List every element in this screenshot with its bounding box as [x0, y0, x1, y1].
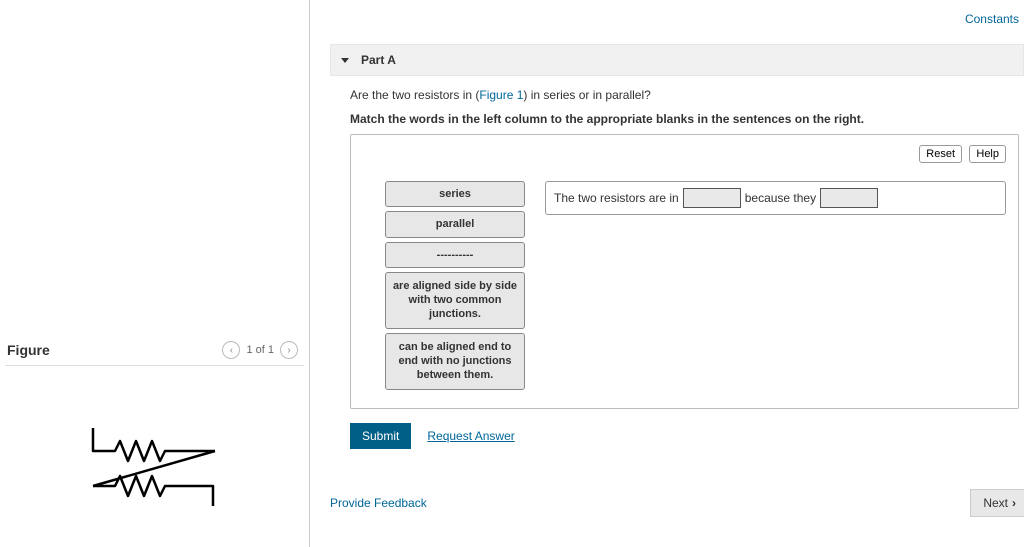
question-text: Are the two resistors in (Figure 1) in s… — [350, 88, 1024, 102]
pager-next-button[interactable]: › — [280, 341, 298, 359]
submit-button[interactable]: Submit — [350, 423, 411, 449]
submit-row: Submit Request Answer — [350, 423, 1024, 449]
part-title: Part A — [361, 53, 396, 67]
question-suffix: ) in series or in parallel? — [523, 88, 650, 102]
word-item[interactable]: can be aligned end to end with no juncti… — [385, 333, 525, 390]
word-item[interactable]: series — [385, 181, 525, 207]
sentence-box: The two resistors are in because they — [545, 181, 1006, 215]
figure-header: Figure ‹ 1 of 1 › — [5, 335, 304, 366]
resistor-circuit-icon — [85, 426, 225, 516]
sentence-area: The two resistors are in because they — [545, 181, 1006, 215]
main-panel: Constants Part A Are the two resistors i… — [310, 0, 1024, 547]
answer-area: Reset Help series parallel ---------- ar… — [350, 134, 1019, 409]
constants-row: Constants — [310, 0, 1024, 44]
provide-feedback-link[interactable]: Provide Feedback — [330, 496, 427, 510]
word-bank: series parallel ---------- are aligned s… — [385, 181, 525, 390]
reset-button[interactable]: Reset — [919, 145, 962, 163]
word-item[interactable]: parallel — [385, 211, 525, 237]
caret-down-icon — [341, 58, 349, 63]
word-item[interactable]: ---------- — [385, 242, 525, 268]
figure-link[interactable]: Figure 1 — [479, 88, 523, 102]
part-header[interactable]: Part A — [330, 44, 1024, 76]
next-button[interactable]: Next › — [970, 489, 1024, 517]
feedback-row: Provide Feedback Next › — [330, 489, 1024, 517]
pager-count: 1 of 1 — [246, 344, 274, 356]
request-answer-link[interactable]: Request Answer — [427, 429, 514, 443]
question-prefix: Are the two resistors in ( — [350, 88, 479, 102]
instruction-text: Match the words in the left column to th… — [350, 112, 1024, 126]
next-label: Next — [983, 496, 1008, 510]
figure-title: Figure — [7, 342, 50, 358]
figure-pager: ‹ 1 of 1 › — [222, 341, 302, 359]
figure-image — [5, 426, 304, 519]
word-item[interactable]: are aligned side by side with two common… — [385, 272, 525, 329]
chevron-right-icon: › — [1012, 496, 1016, 510]
sentence-text: because they — [745, 191, 816, 205]
drop-slot-2[interactable] — [820, 188, 878, 208]
match-area: series parallel ---------- are aligned s… — [363, 181, 1006, 390]
page-root: Figure ‹ 1 of 1 › Constants — [0, 0, 1024, 547]
sentence-text: The two resistors are in — [554, 191, 679, 205]
pager-prev-button[interactable]: ‹ — [222, 341, 240, 359]
figure-panel: Figure ‹ 1 of 1 › — [0, 0, 310, 547]
constants-link[interactable]: Constants — [965, 12, 1019, 26]
drop-slot-1[interactable] — [683, 188, 741, 208]
answer-toolbar: Reset Help — [363, 145, 1006, 163]
help-button[interactable]: Help — [969, 145, 1006, 163]
